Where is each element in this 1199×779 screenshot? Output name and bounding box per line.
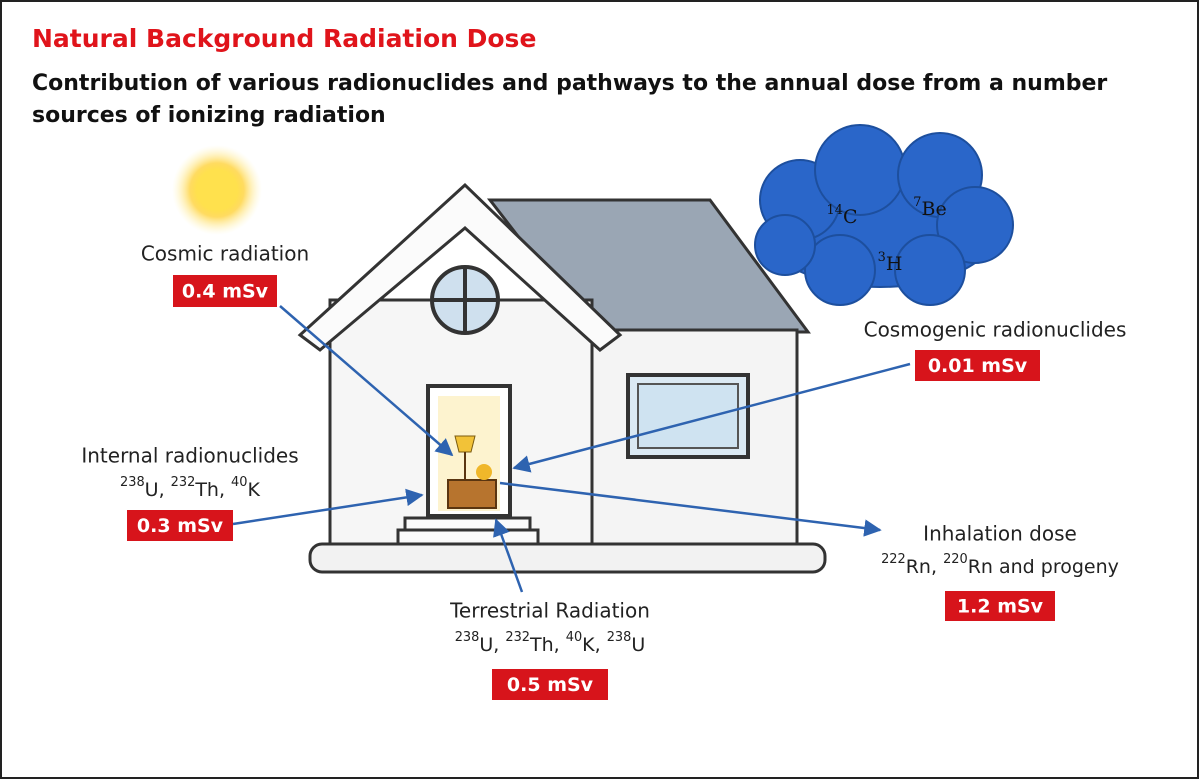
source-name: Terrestrial Radiation [449, 599, 650, 623]
dose-label: 0.5 mSv [507, 674, 594, 696]
nuclide-text: C [843, 206, 858, 228]
source-name: Inhalation dose [923, 522, 1077, 546]
superscript: 40 [231, 475, 247, 490]
superscript: 220 [943, 552, 968, 567]
nuclide-text: Be [922, 198, 947, 220]
superscript: 232 [171, 475, 196, 490]
dose-box [492, 669, 608, 700]
superscript: 238 [607, 630, 632, 645]
nuclide-text: U [631, 634, 645, 656]
cloud-nuclide: 7Be [913, 195, 946, 220]
nuclide-text: K, [582, 634, 607, 656]
superscript: 238 [120, 475, 145, 490]
nuclide-text: Th, [194, 479, 231, 501]
nuclide-text: Th, [529, 634, 566, 656]
arrows [232, 305, 911, 593]
dose-label: 0.4 mSv [182, 281, 269, 303]
superscript: 14 [827, 203, 843, 218]
dose-box [173, 275, 277, 307]
nuclide-text: K [247, 479, 260, 501]
superscript: 238 [455, 630, 480, 645]
source-name: Cosmogenic radionuclides [864, 318, 1127, 342]
dose-label: 0.01 mSv [928, 355, 1028, 377]
source-nuclides: 238U, 232Th, 40K, 238U [455, 630, 646, 656]
nuclide-text: H [886, 253, 903, 275]
dose-box [915, 350, 1040, 381]
dose-box [127, 510, 233, 541]
superscript: 40 [566, 630, 582, 645]
dose-label: 1.2 mSv [957, 596, 1044, 618]
source-name: Internal radionuclides [81, 444, 298, 468]
dose-box [945, 591, 1055, 621]
superscript: 7 [913, 195, 921, 210]
nuclide-text: U, [479, 634, 505, 656]
nuclide-text: Rn, [906, 556, 943, 578]
subtitle: Contribution of various radionuclides an… [32, 71, 1107, 96]
subtitle: sources of ionizing radiation [32, 103, 386, 128]
cloud-nuclide: 3H [878, 250, 903, 275]
source-name: Cosmic radiation [141, 242, 309, 266]
source-nuclides: 222Rn, 220Rn and progeny [881, 552, 1119, 578]
cloud [754, 124, 1014, 306]
nuclide-text: U, [145, 479, 171, 501]
sun [172, 145, 262, 235]
superscript: 232 [505, 630, 530, 645]
nuclide-text: Rn and progeny [968, 556, 1119, 578]
dose-label: 0.3 mSv [137, 515, 224, 537]
cloud-nuclide: 14C [827, 203, 858, 228]
superscript: 3 [878, 250, 886, 265]
superscript: 222 [881, 552, 906, 567]
source-nuclides: 238U, 232Th, 40K [120, 475, 260, 501]
title: Natural Background Radiation Dose [32, 24, 536, 53]
